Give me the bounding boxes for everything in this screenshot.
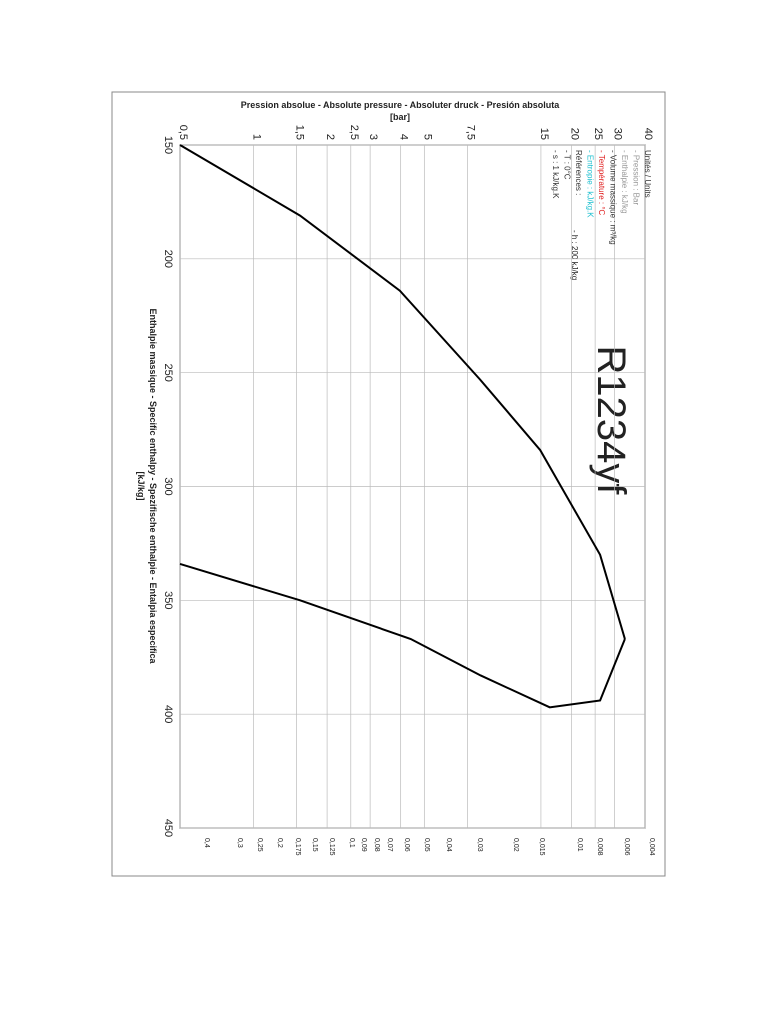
- x-tick-label: 200: [162, 250, 174, 268]
- x-axis-title: Enthalpie massique - Specific enthalpy -…: [148, 308, 158, 664]
- volume-label: 0,04: [445, 838, 452, 852]
- volume-label: 0,08: [373, 838, 380, 852]
- x-tick-label: 350: [162, 591, 174, 609]
- legend-entry: Références :: [574, 150, 583, 195]
- volume-label: 0,09: [360, 838, 367, 852]
- y-tick-label: 7,5: [464, 125, 476, 140]
- volume-label: 0,07: [386, 838, 393, 852]
- x-axis-unit: [kJ/kg]: [136, 471, 146, 500]
- volume-label: 0,15: [311, 838, 318, 852]
- y-tick-label: 2,5: [348, 125, 360, 140]
- volume-label: 0,02: [512, 838, 519, 852]
- volume-label: 0,1: [348, 838, 355, 848]
- legend-entry: - Entropie : kJ/kg.K: [586, 150, 595, 218]
- volume-label: 0,006: [623, 838, 630, 856]
- y-tick-label: 1: [251, 134, 263, 140]
- x-tick-label: 150: [162, 136, 174, 154]
- chart-title: R1234yf: [589, 346, 633, 496]
- volume-label: 0,015: [538, 838, 545, 856]
- saturation-line: [179, 144, 626, 640]
- y-axis-unit: [bar]: [390, 112, 410, 122]
- y-tick-label: 15: [538, 128, 550, 140]
- volume-label: 0,125: [328, 838, 335, 856]
- y-tick-label: 4: [398, 134, 410, 140]
- x-tick-label: 450: [162, 819, 174, 837]
- volume-label: 0,06: [403, 838, 410, 852]
- volume-label: 0,25: [256, 838, 263, 852]
- y-tick-label: 0,5: [177, 125, 189, 140]
- legend-entry: - Enthalpie : kJ/kg: [620, 150, 629, 214]
- volume-label: 0,008: [596, 838, 603, 856]
- y-tick-label: 2: [324, 134, 336, 140]
- volume-label: 0,2: [276, 838, 283, 848]
- volume-label: 0,4: [203, 838, 210, 848]
- reference-h: - h : 200 kJ/kg: [570, 230, 579, 280]
- legend-entry: - s : 1 kJ/kg.K: [551, 150, 560, 199]
- page-frame: [111, 91, 666, 877]
- y-tick-label: 20: [568, 128, 580, 140]
- y-tick-label: 30: [611, 128, 623, 140]
- saturation-line: [179, 562, 626, 709]
- volume-label: 0,03: [476, 838, 483, 852]
- x-tick-label: 300: [162, 477, 174, 495]
- volume-label: 0,175: [294, 838, 301, 856]
- x-tick-label: 400: [162, 705, 174, 723]
- volume-label: 0,3: [236, 838, 243, 848]
- y-tick-label: 1,5: [294, 125, 306, 140]
- y-tick-label: 3: [367, 134, 379, 140]
- volume-label: 0,05: [423, 838, 430, 852]
- y-tick-label: 40: [642, 128, 654, 140]
- legend-entry: - Température : °C: [597, 150, 606, 216]
- x-tick-label: 250: [162, 363, 174, 381]
- y-tick-label: 25: [592, 128, 604, 140]
- volume-label: 0,01: [576, 838, 583, 852]
- legend-entry: - T : 0°C: [563, 150, 572, 180]
- y-axis-title: Pression absolue - Absolute pressure - A…: [241, 100, 560, 110]
- legend-entry: Unités / Units: [643, 150, 652, 198]
- legend-entry: - Volume massique : m³/kg: [609, 150, 618, 245]
- volume-label: 0,004: [648, 838, 655, 856]
- y-tick-label: 5: [421, 134, 433, 140]
- legend-entry: - Pression : Bar: [632, 150, 641, 205]
